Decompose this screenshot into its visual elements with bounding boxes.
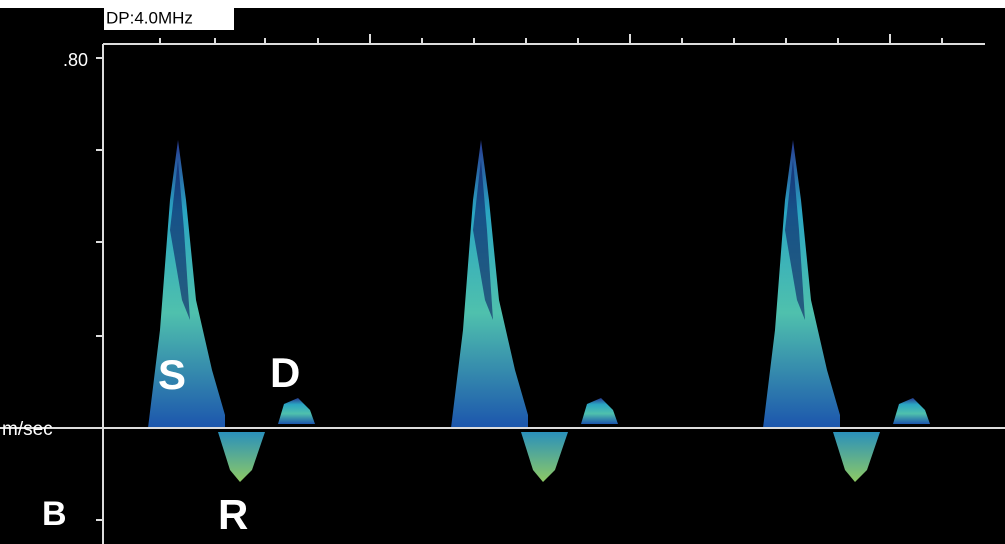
annotation-r: R (218, 491, 248, 538)
doppler-image: DP:4.0MHz .80 m/sec B S D R (0, 0, 1005, 544)
unit-label: m/sec (2, 419, 53, 440)
scale-bottom-label: B (42, 495, 67, 533)
page: DP:4.0MHz .80 m/sec B S D R (() => { con… (0, 0, 1005, 544)
annotation-s: S (158, 351, 186, 398)
annotation-d: D (270, 349, 300, 396)
probe-label: DP:4.0MHz (106, 8, 193, 27)
scale-top-label: .80 (63, 50, 88, 70)
